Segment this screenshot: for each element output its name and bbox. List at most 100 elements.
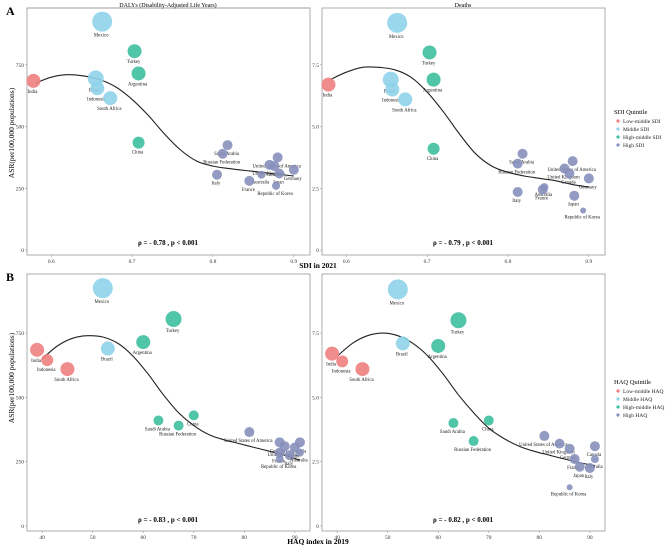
- legend-entry: Middle HAQ: [623, 397, 652, 403]
- point-label: South Africa: [54, 378, 79, 383]
- data-point: [217, 148, 228, 159]
- data-point: [539, 430, 550, 441]
- x-tick-label: 80: [242, 535, 248, 541]
- x-tick-label: 0.8: [505, 259, 512, 265]
- data-point: [222, 140, 233, 151]
- point-label: Indonesia: [37, 368, 57, 373]
- data-point: [132, 136, 145, 149]
- data-point: [41, 354, 54, 367]
- point-label: Indonesia: [87, 97, 107, 102]
- x-tick-label: 80: [537, 535, 543, 541]
- trend-curve: [336, 332, 596, 467]
- point-label: China: [427, 157, 439, 162]
- x-tick-label: 0.7: [424, 259, 431, 265]
- y-tick-label: 7.5: [312, 331, 319, 337]
- data-point: [569, 190, 580, 201]
- point-label: United Kingdom: [542, 451, 575, 456]
- data-point: [567, 156, 578, 167]
- data-point: [269, 161, 280, 172]
- point-label: India: [31, 359, 42, 364]
- legend-haq: HAQ Quintile Low-middle HAQ Middle HAQ Hig…: [614, 379, 664, 419]
- data-point: [127, 44, 142, 59]
- legend-entry: High SDI: [623, 143, 644, 149]
- data-point: [272, 181, 281, 190]
- legend-entry: Low-middle SDI: [623, 119, 661, 125]
- point-label: United States of America: [519, 443, 568, 448]
- point-label: France: [535, 197, 548, 202]
- point-label: Argentina: [133, 351, 153, 356]
- point-label: Argentina: [423, 89, 443, 94]
- panel-deaths-haq: ρ = - 0.82 , p < 0.001 40 50 60 70 80 90 0 2.5 5…: [312, 273, 606, 541]
- x-tick-label: 70: [486, 535, 492, 541]
- data-point: [103, 91, 118, 106]
- x-tick-label: 50: [90, 535, 96, 541]
- y-tick-label: 7.5: [312, 63, 319, 69]
- data-point: [26, 73, 41, 88]
- y-tick-label: 2.5: [312, 186, 319, 192]
- point-label: India: [323, 94, 334, 99]
- data-point: [274, 447, 285, 458]
- trend-curve: [34, 74, 294, 177]
- point-label: Germany: [560, 456, 578, 461]
- y-tick-label: 5.0: [312, 125, 319, 131]
- data-point: [284, 450, 295, 461]
- point-label: South Africa: [392, 108, 417, 113]
- point-label: Republic of Korea: [257, 192, 293, 197]
- point-label: Italy: [584, 475, 593, 480]
- panel-label-b: B: [6, 270, 14, 284]
- data-point: [589, 441, 600, 452]
- legend-entry: High HAQ: [623, 413, 647, 419]
- data-point: [385, 82, 400, 97]
- point-label: Japan: [573, 474, 585, 479]
- data-point: [355, 362, 370, 377]
- data-point: [483, 415, 494, 426]
- data-point: [450, 312, 467, 329]
- legend-title: HAQ Quintile: [614, 379, 651, 386]
- point-label: United States of America: [224, 439, 273, 444]
- panel-frame: [26, 7, 311, 256]
- legend-swatch: [616, 389, 620, 393]
- stat-annotation: ρ = - 0.83 , p < 0.001: [138, 516, 198, 524]
- y-tick-label: 500: [16, 125, 25, 131]
- point-label: Japan: [568, 203, 580, 208]
- data-point: [387, 12, 408, 33]
- point-label: China: [482, 427, 494, 432]
- y-tick-label: 500: [16, 395, 25, 401]
- data-point: [275, 455, 284, 464]
- point-label: South Africa: [349, 378, 374, 383]
- data-point: [136, 335, 151, 350]
- panel-frame: [321, 273, 606, 532]
- xlabel-b: HAQ index in 2019: [287, 537, 349, 546]
- point-label: Indonesia: [382, 99, 402, 104]
- legend-swatch: [616, 413, 620, 417]
- data-point: [564, 168, 575, 179]
- point-label: Turkey: [166, 329, 180, 334]
- legend-swatch: [616, 143, 620, 147]
- y-tick-label: 250: [16, 186, 25, 192]
- x-tick-label: 0.8: [210, 259, 217, 265]
- panel-dalys-haq: ρ = - 0.83 , p < 0.001 40 50 60 70 80 90 0 250 5…: [16, 273, 311, 541]
- x-tick-label: 0.9: [290, 259, 297, 265]
- panel-deaths-sdi: Deaths ρ = - 0.79 , p < 0.001 0.6 0.7 0.8 0…: [312, 3, 606, 265]
- data-point: [295, 448, 304, 457]
- point-label: Turkey: [451, 330, 465, 335]
- data-point: [448, 418, 459, 429]
- legend-swatch: [616, 397, 620, 401]
- data-point: [30, 342, 45, 357]
- point-label: Italy: [284, 462, 293, 467]
- y-tick-label: 750: [16, 331, 25, 337]
- legend-swatch: [616, 405, 620, 409]
- point-label: Russian Federation: [454, 448, 492, 453]
- x-tick-label: 70: [191, 535, 197, 541]
- data-point: [336, 355, 349, 368]
- point-label: Canada: [561, 180, 576, 185]
- panel-frame: [26, 273, 311, 532]
- point-label: Australia: [252, 181, 270, 186]
- point-label: Turkey: [422, 61, 436, 66]
- data-point: [564, 443, 575, 454]
- data-point: [153, 415, 164, 426]
- ylabel-b: ASR(per100,000 populations): [7, 332, 16, 423]
- data-point: [468, 436, 479, 447]
- data-point: [387, 279, 408, 300]
- point-label: Mexico: [389, 35, 404, 40]
